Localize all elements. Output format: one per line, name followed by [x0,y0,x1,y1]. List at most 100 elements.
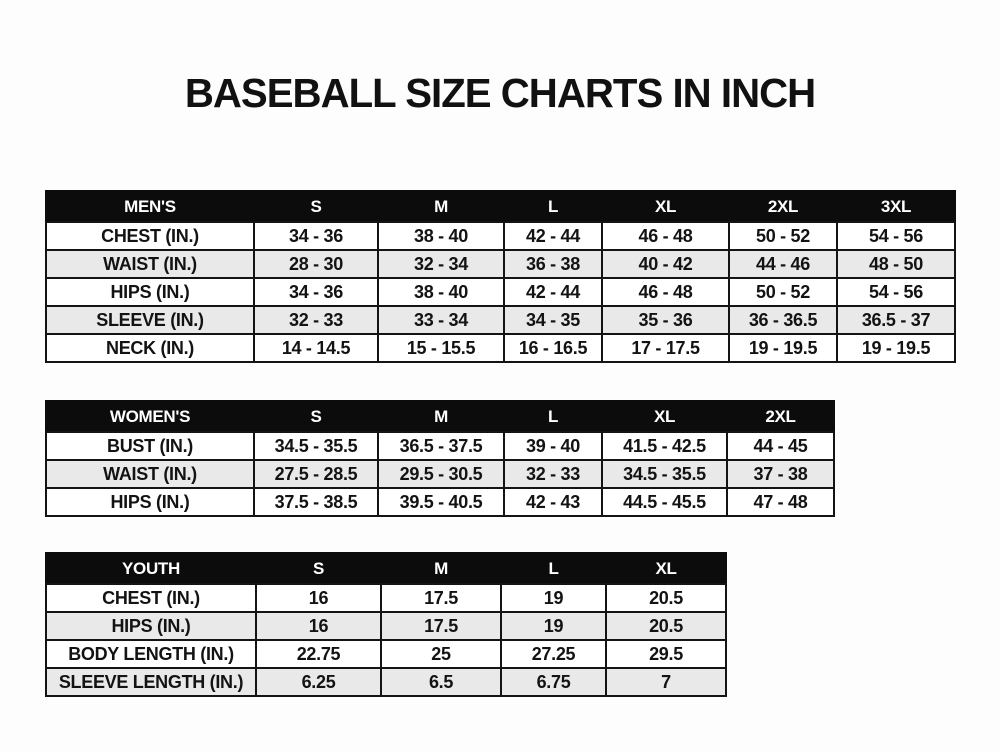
table-row: WAIST (IN.) 28 - 30 32 - 34 36 - 38 40 - 42 4… [45,249,956,279]
row-label: WAIST (IN.) [45,249,255,279]
size-value-cell: 36.5 - 37 [836,305,956,335]
size-value-cell: 22.75 [255,639,382,669]
table-row: BODY LENGTH (IN.) 22.75 25 27.25 29.5 [45,639,727,669]
size-value-cell: 27.25 [500,639,607,669]
row-label: BODY LENGTH (IN.) [45,639,257,669]
size-value-cell: 16 - 16.5 [503,333,603,363]
size-value-cell: 42 - 44 [503,277,603,307]
size-value-cell: 44 - 46 [728,249,838,279]
size-value-cell: 20.5 [605,583,727,613]
size-value-cell: 44.5 - 45.5 [601,487,728,517]
size-value-cell: 29.5 - 30.5 [377,459,505,489]
column-header-xl: XL [601,400,728,433]
size-value-cell: 48 - 50 [836,249,956,279]
size-value-cell: 25 [380,639,502,669]
column-header-l: L [500,552,607,585]
column-header-m: M [380,552,502,585]
size-value-cell: 19 - 19.5 [728,333,838,363]
table-row: NECK (IN.) 14 - 14.5 15 - 15.5 16 - 16.5 17 … [45,333,956,363]
womens-table-title: WOMEN'S [45,400,255,433]
size-value-cell: 39 - 40 [503,431,603,461]
row-label: SLEEVE LENGTH (IN.) [45,667,257,697]
row-label: NECK (IN.) [45,333,255,363]
size-value-cell: 36 - 38 [503,249,603,279]
size-value-cell: 38 - 40 [377,221,505,251]
size-value-cell: 28 - 30 [253,249,379,279]
size-value-cell: 33 - 34 [377,305,505,335]
size-value-cell: 16 [255,583,382,613]
size-value-cell: 27.5 - 28.5 [253,459,379,489]
size-value-cell: 17 - 17.5 [601,333,730,363]
size-value-cell: 19 - 19.5 [836,333,956,363]
size-value-cell: 14 - 14.5 [253,333,379,363]
column-header-xl: XL [605,552,727,585]
size-value-cell: 54 - 56 [836,221,956,251]
size-value-cell: 32 - 33 [503,459,603,489]
size-value-cell: 46 - 48 [601,221,730,251]
table-row: HIPS (IN.) 16 17.5 19 20.5 [45,611,727,641]
table-row: HIPS (IN.) 34 - 36 38 - 40 42 - 44 46 - 48 50… [45,277,956,307]
mens-size-table: MEN'S S M L XL 2XL 3XL CHEST (IN.) 34 - 36 38 - 4… [45,190,956,363]
row-label: BUST (IN.) [45,431,255,461]
row-label: CHEST (IN.) [45,221,255,251]
size-value-cell: 34.5 - 35.5 [253,431,379,461]
youth-header-row: YOUTH S M L XL [45,552,727,585]
size-value-cell: 19 [500,583,607,613]
table-row: CHEST (IN.) 16 17.5 19 20.5 [45,583,727,613]
size-value-cell: 6.25 [255,667,382,697]
size-value-cell: 47 - 48 [726,487,835,517]
womens-header-row: WOMEN'S S M L XL 2XL [45,400,835,433]
table-row: SLEEVE LENGTH (IN.) 6.25 6.5 6.75 7 [45,667,727,697]
size-value-cell: 46 - 48 [601,277,730,307]
size-value-cell: 6.5 [380,667,502,697]
youth-size-table: YOUTH S M L XL CHEST (IN.) 16 17.5 19 20.5 HIPS (I… [45,552,727,697]
size-value-cell: 34.5 - 35.5 [601,459,728,489]
row-label: CHEST (IN.) [45,583,257,613]
column-header-m: M [377,400,505,433]
column-header-l: L [503,400,603,433]
size-value-cell: 40 - 42 [601,249,730,279]
size-value-cell: 32 - 33 [253,305,379,335]
size-value-cell: 20.5 [605,611,727,641]
youth-table-title: YOUTH [45,552,257,585]
size-value-cell: 16 [255,611,382,641]
table-row: CHEST (IN.) 34 - 36 38 - 40 42 - 44 46 - 48 5… [45,221,956,251]
size-value-cell: 42 - 44 [503,221,603,251]
column-header-s: S [253,190,379,223]
table-row: SLEEVE (IN.) 32 - 33 33 - 34 34 - 35 35 - 36… [45,305,956,335]
row-label: SLEEVE (IN.) [45,305,255,335]
size-value-cell: 6.75 [500,667,607,697]
column-header-s: S [253,400,379,433]
size-value-cell: 7 [605,667,727,697]
size-value-cell: 37.5 - 38.5 [253,487,379,517]
row-label: HIPS (IN.) [45,487,255,517]
table-row: HIPS (IN.) 37.5 - 38.5 39.5 - 40.5 42 - 43 4… [45,487,835,517]
row-label: WAIST (IN.) [45,459,255,489]
column-header-2xl: 2XL [728,190,838,223]
size-value-cell: 36.5 - 37.5 [377,431,505,461]
page-title: BASEBALL SIZE CHARTS IN INCH [184,70,816,116]
table-row: WAIST (IN.) 27.5 - 28.5 29.5 - 30.5 32 - 33… [45,459,835,489]
size-value-cell: 34 - 35 [503,305,603,335]
size-value-cell: 15 - 15.5 [377,333,505,363]
size-value-cell: 37 - 38 [726,459,835,489]
size-value-cell: 34 - 36 [253,221,379,251]
row-label: HIPS (IN.) [45,277,255,307]
size-value-cell: 44 - 45 [726,431,835,461]
size-value-cell: 32 - 34 [377,249,505,279]
mens-table-title: MEN'S [45,190,255,223]
size-value-cell: 50 - 52 [728,221,838,251]
column-header-2xl: 2XL [726,400,835,433]
table-row: BUST (IN.) 34.5 - 35.5 36.5 - 37.5 39 - 40 4… [45,431,835,461]
size-value-cell: 39.5 - 40.5 [377,487,505,517]
column-header-l: L [503,190,603,223]
size-value-cell: 34 - 36 [253,277,379,307]
size-value-cell: 36 - 36.5 [728,305,838,335]
column-header-xl: XL [601,190,730,223]
size-value-cell: 17.5 [380,611,502,641]
womens-size-table: WOMEN'S S M L XL 2XL BUST (IN.) 34.5 - 35.5 36.5… [45,400,835,517]
size-value-cell: 38 - 40 [377,277,505,307]
size-value-cell: 41.5 - 42.5 [601,431,728,461]
size-value-cell: 17.5 [380,583,502,613]
column-header-s: S [255,552,382,585]
